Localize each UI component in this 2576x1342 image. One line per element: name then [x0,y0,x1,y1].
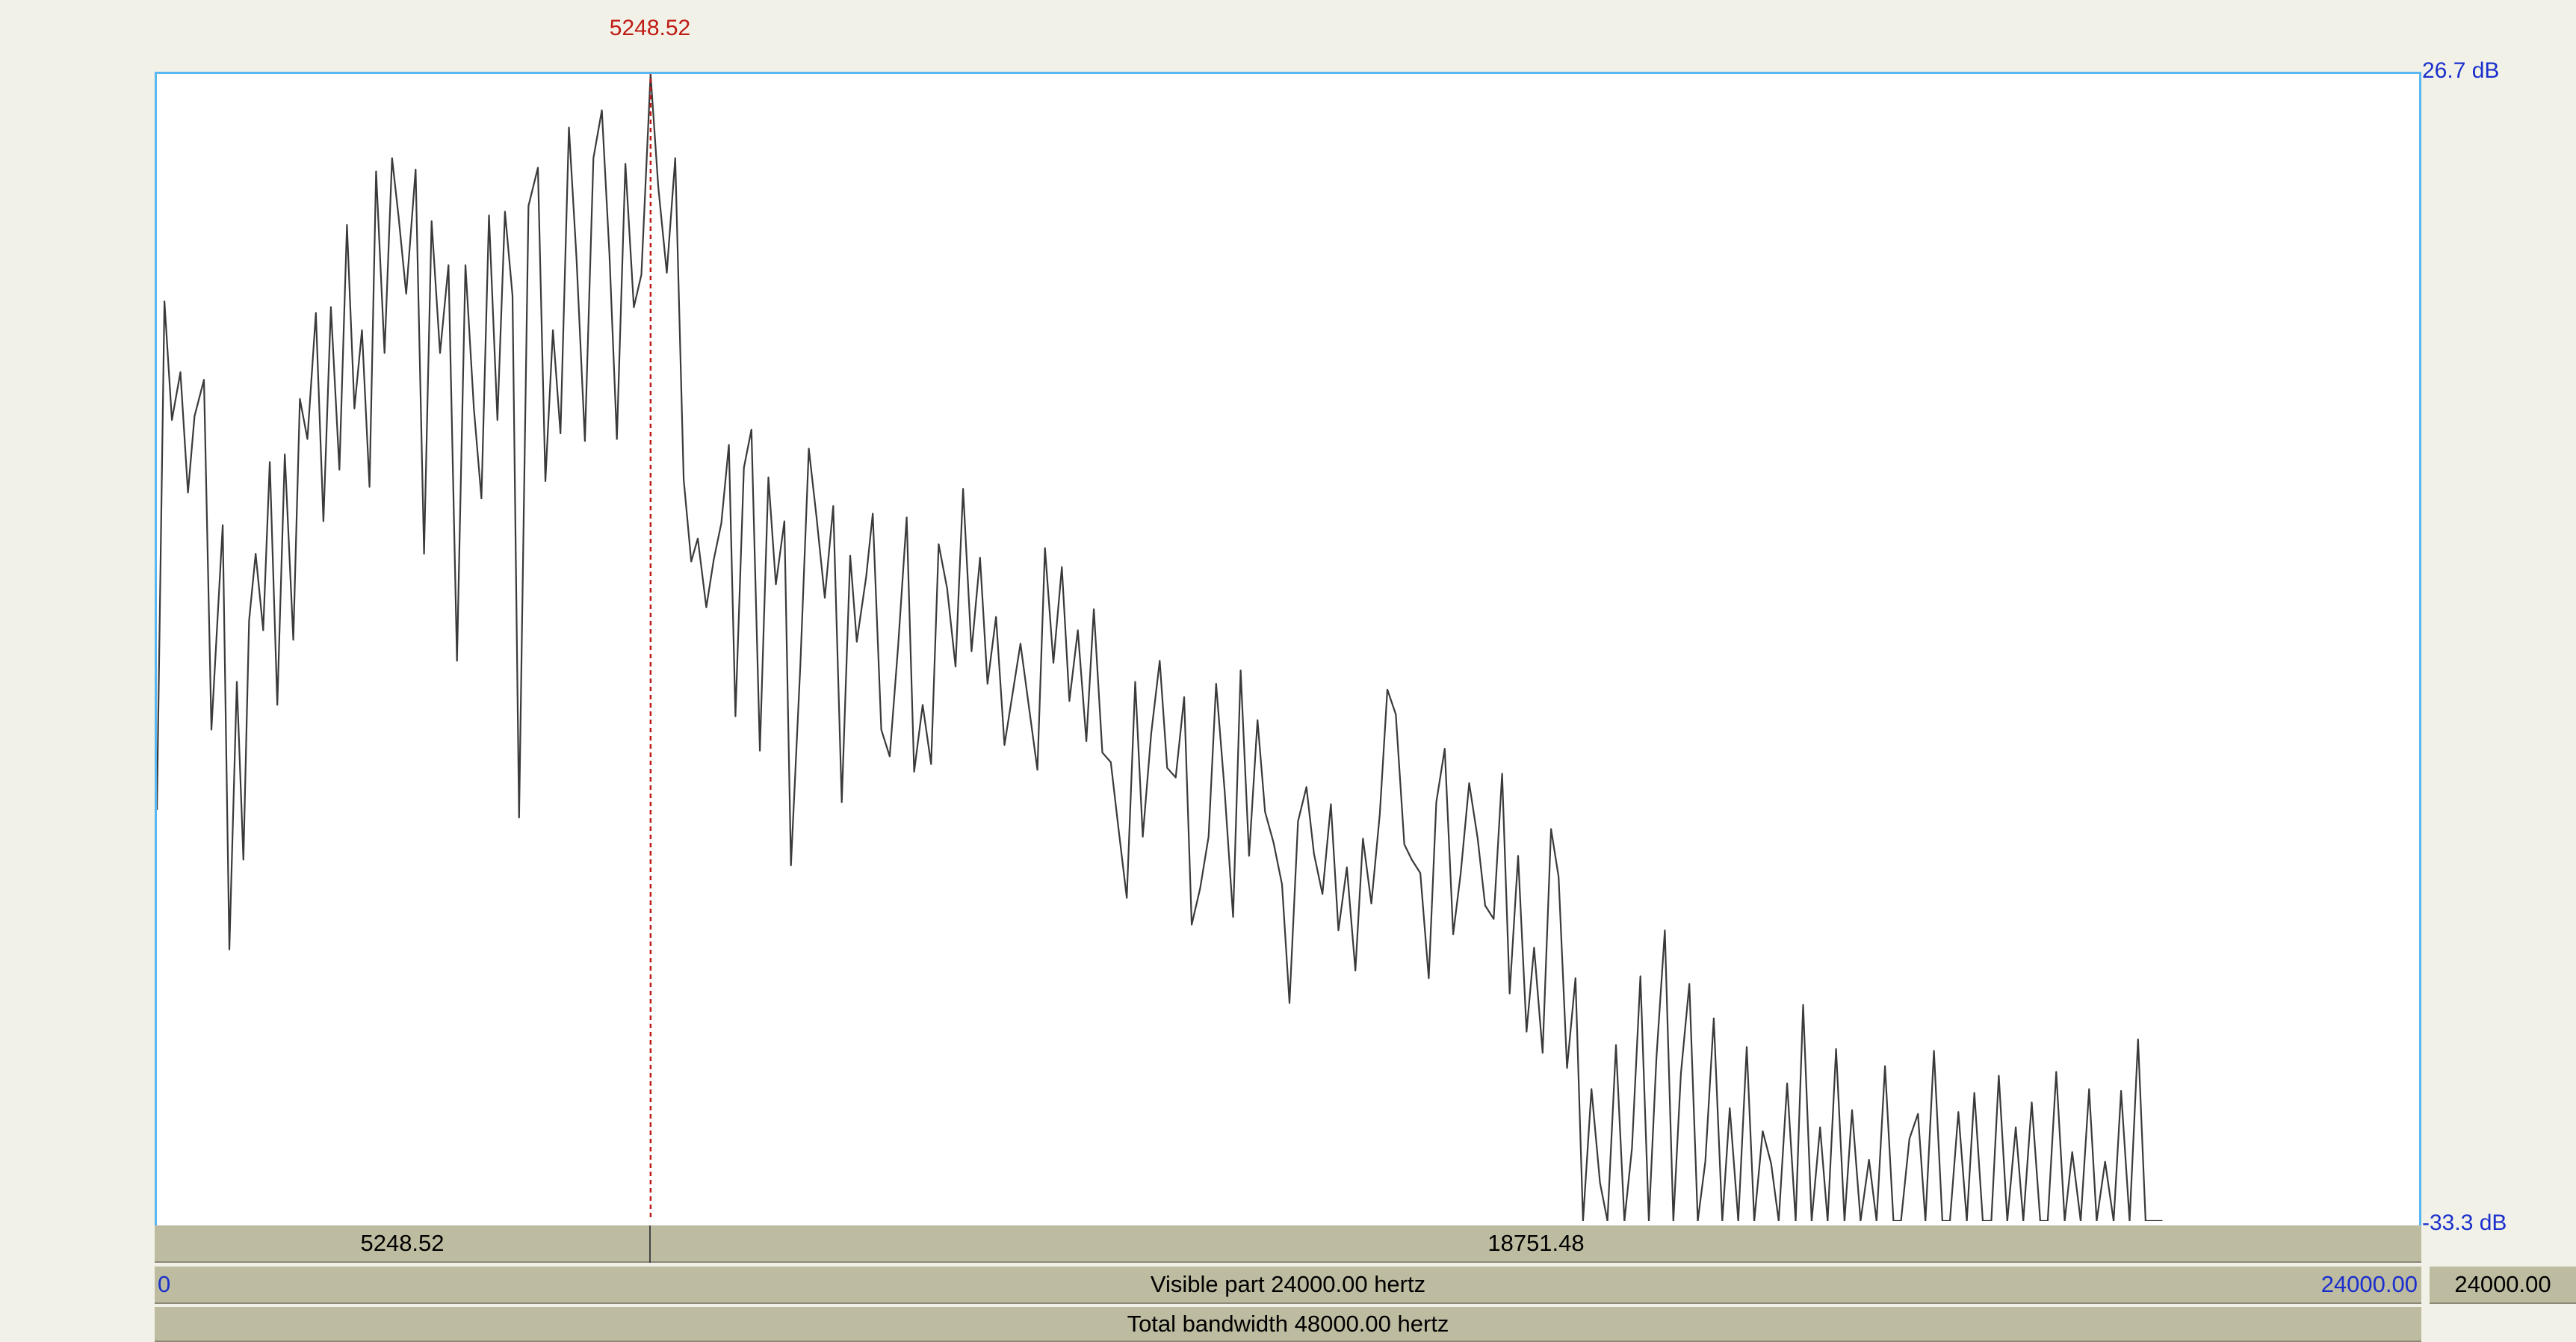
spectrum-curve [157,74,2163,1221]
selection-bar[interactable] [155,1225,2421,1263]
selection-left-width[interactable]: 5248.52 [360,1230,445,1256]
db-max-label: 26.7 dB [2422,58,2500,83]
db-min-label: -33.3 dB [2422,1210,2507,1235]
visible-part-label: Visible part 24000.00 hertz [1150,1271,1426,1297]
total-bandwidth-bar[interactable]: Total bandwidth 48000.00 hertz [155,1307,2421,1342]
cursor-frequency-label: 5248.52 [609,16,691,40]
visible-start-value: 0 [158,1271,171,1297]
spectrum-graph[interactable] [157,74,2415,1221]
visible-end-value: 24000.00 [2320,1271,2418,1297]
visible-end-box[interactable]: 24000.00 [2430,1267,2576,1304]
selection-divider [649,1225,651,1263]
spectrum-plot-area[interactable] [155,72,2421,1228]
visible-part-bar[interactable] [155,1267,2421,1304]
selection-right-width[interactable]: 18751.48 [1487,1230,1585,1256]
